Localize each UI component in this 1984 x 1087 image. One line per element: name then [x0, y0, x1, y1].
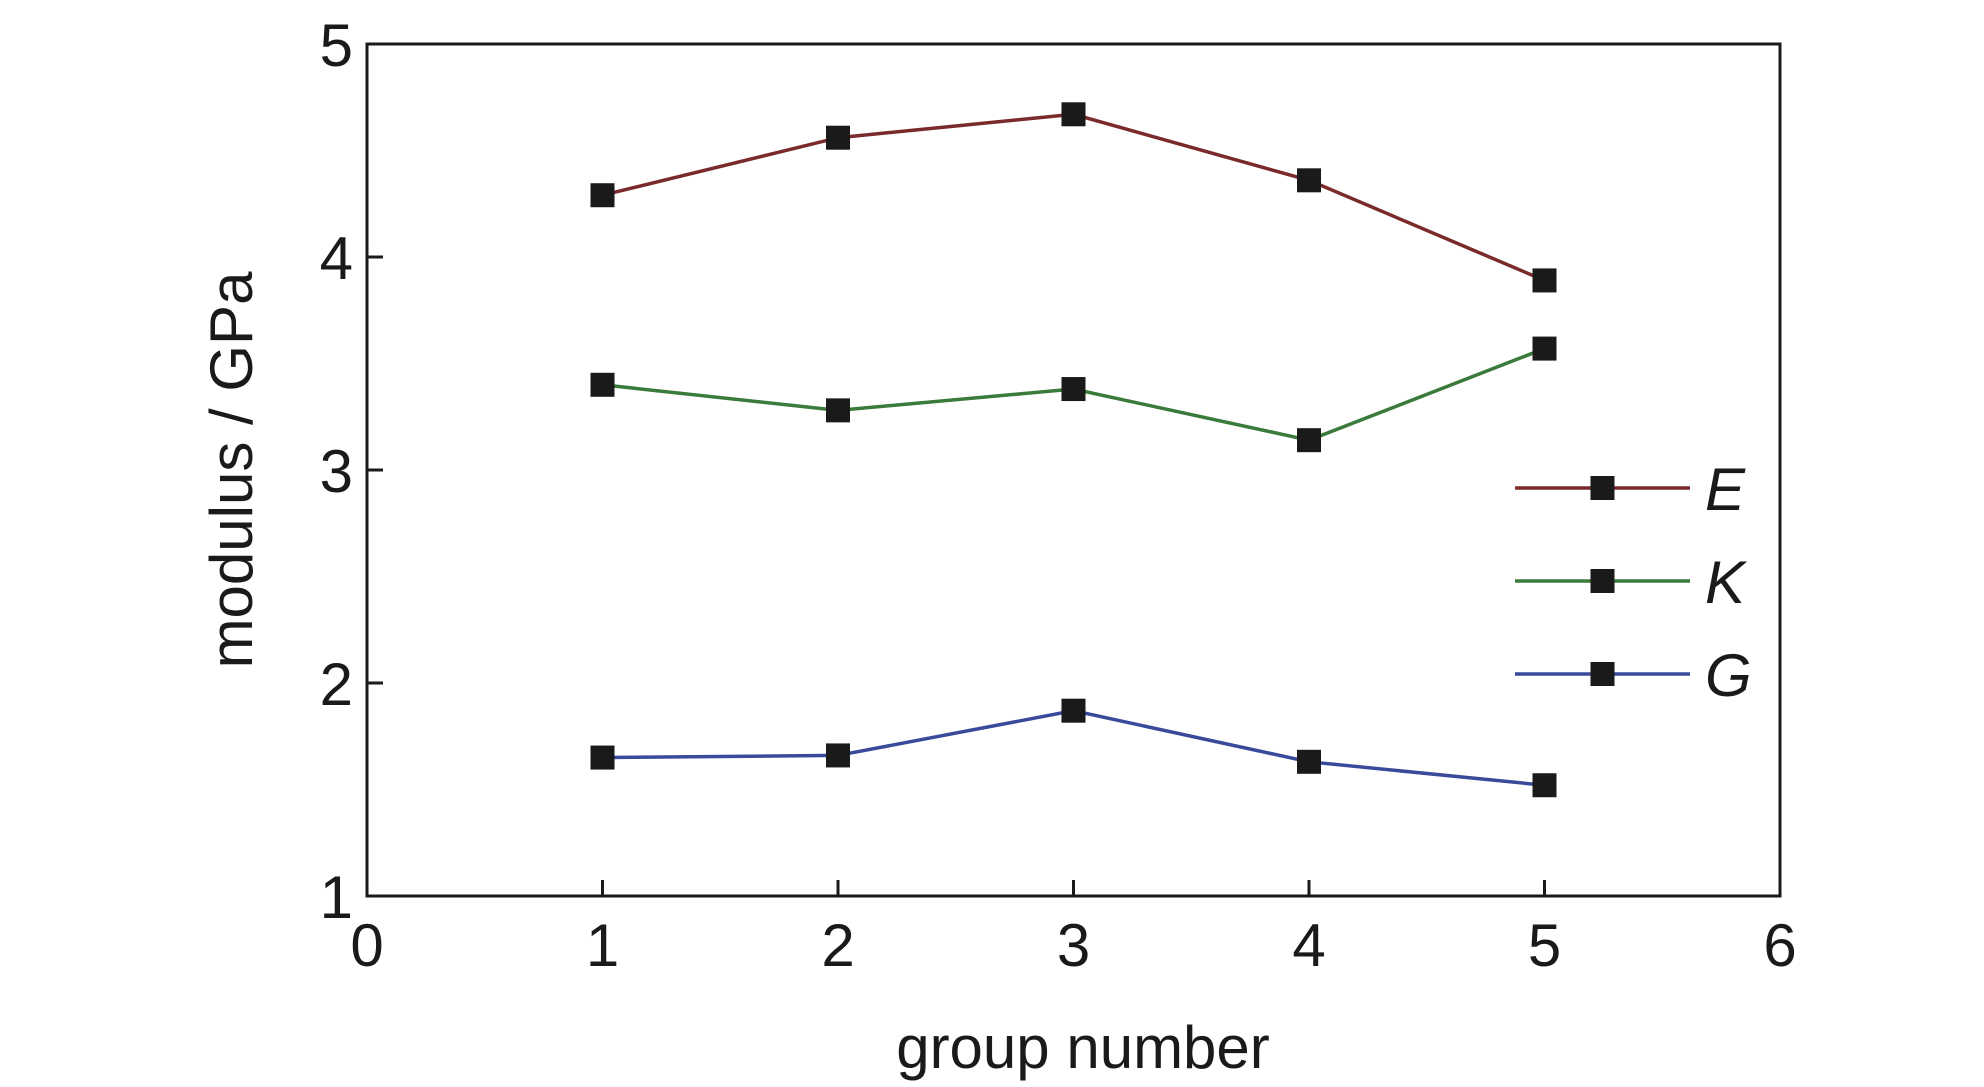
- series-K: [590, 336, 1557, 453]
- y-tick-label: 2: [320, 651, 353, 718]
- legend-entry: G: [1515, 642, 1752, 709]
- data-point: [590, 183, 615, 208]
- legend-marker: [1590, 569, 1615, 593]
- legend-entry: E: [1515, 456, 1746, 523]
- x-tick-label: 0: [350, 912, 383, 979]
- data-point: [826, 743, 850, 768]
- legend-marker: [1590, 662, 1615, 686]
- data-point: [590, 745, 615, 770]
- legend-label: E: [1705, 456, 1746, 523]
- data-point: [826, 125, 850, 150]
- data-point: [1532, 268, 1557, 293]
- x-tick-label: 5: [1528, 912, 1561, 979]
- y-tick-label: 5: [320, 12, 353, 79]
- legend-marker: [1590, 476, 1615, 500]
- legend: EKG: [1515, 456, 1752, 709]
- legend-entry: K: [1515, 549, 1748, 616]
- x-tick-label: 4: [1292, 912, 1325, 979]
- series-layer: [590, 102, 1557, 798]
- data-point: [1297, 428, 1321, 453]
- series-E: [590, 102, 1557, 293]
- data-point: [1532, 773, 1557, 798]
- y-tick-label: 1: [320, 864, 353, 931]
- data-point: [1061, 377, 1086, 402]
- data-point: [826, 398, 850, 423]
- data-point: [1297, 168, 1321, 193]
- legend-label: K: [1705, 549, 1748, 616]
- y-tick-label: 4: [320, 225, 353, 292]
- series-line: [602, 112, 1546, 283]
- legend-label: G: [1705, 642, 1752, 709]
- y-axis-title: modulus / GPa: [198, 271, 265, 668]
- plot-frame: [365, 42, 1782, 898]
- data-point: [590, 372, 615, 397]
- x-tick-label: 6: [1763, 912, 1796, 979]
- y-tick-label: 3: [320, 438, 353, 505]
- series-G: [590, 698, 1557, 798]
- data-point: [1297, 749, 1321, 774]
- x-axis-title: group number: [896, 1014, 1270, 1081]
- x-tick-label: 1: [586, 912, 619, 979]
- data-point: [1061, 698, 1086, 723]
- data-point: [1061, 102, 1086, 127]
- x-tick-label: 2: [821, 912, 854, 979]
- x-tick-label: 3: [1057, 912, 1090, 979]
- data-point: [1532, 336, 1557, 361]
